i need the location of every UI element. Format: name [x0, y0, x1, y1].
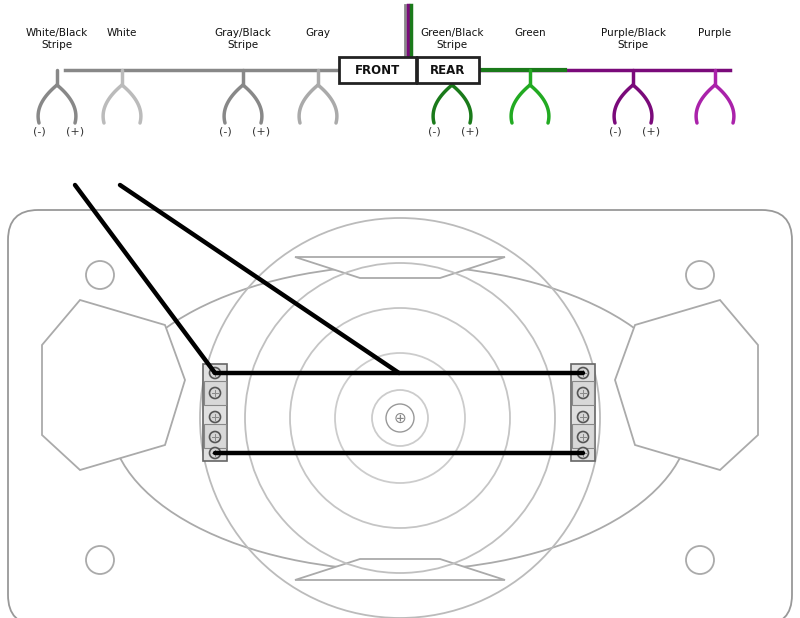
Text: Purple/Black
Stripe: Purple/Black Stripe: [601, 28, 666, 49]
Text: (+): (+): [461, 126, 479, 136]
Circle shape: [386, 404, 414, 432]
Circle shape: [578, 447, 589, 459]
Text: Green: Green: [514, 28, 546, 38]
FancyBboxPatch shape: [204, 381, 226, 405]
FancyBboxPatch shape: [572, 381, 594, 405]
FancyBboxPatch shape: [571, 364, 595, 461]
Circle shape: [578, 412, 589, 423]
FancyBboxPatch shape: [572, 424, 594, 448]
FancyBboxPatch shape: [8, 210, 792, 618]
Circle shape: [210, 368, 221, 378]
Circle shape: [578, 431, 589, 442]
Text: (-): (-): [609, 126, 622, 136]
Circle shape: [686, 546, 714, 574]
Text: ⊕: ⊕: [394, 410, 406, 426]
Text: Purple: Purple: [698, 28, 731, 38]
Polygon shape: [295, 559, 505, 580]
Text: (+): (+): [252, 126, 270, 136]
Circle shape: [578, 387, 589, 399]
Circle shape: [578, 368, 589, 378]
Text: White/Black
Stripe: White/Black Stripe: [26, 28, 88, 49]
FancyBboxPatch shape: [203, 364, 227, 461]
Text: REAR: REAR: [430, 64, 466, 77]
Text: (-): (-): [428, 126, 440, 136]
FancyBboxPatch shape: [204, 424, 226, 448]
Circle shape: [210, 387, 221, 399]
Polygon shape: [295, 257, 505, 278]
Circle shape: [210, 431, 221, 442]
Circle shape: [86, 261, 114, 289]
Text: (+): (+): [66, 126, 84, 136]
Text: FRONT: FRONT: [355, 64, 400, 77]
Text: Gray/Black
Stripe: Gray/Black Stripe: [214, 28, 271, 49]
Text: (-): (-): [218, 126, 231, 136]
Circle shape: [86, 546, 114, 574]
Circle shape: [210, 412, 221, 423]
Text: Gray: Gray: [306, 28, 330, 38]
Circle shape: [686, 261, 714, 289]
Ellipse shape: [110, 266, 690, 570]
Text: Green/Black
Stripe: Green/Black Stripe: [420, 28, 484, 49]
Polygon shape: [615, 300, 758, 470]
Text: White: White: [107, 28, 137, 38]
FancyBboxPatch shape: [339, 57, 416, 83]
Text: (-): (-): [33, 126, 46, 136]
FancyBboxPatch shape: [417, 57, 479, 83]
Circle shape: [210, 447, 221, 459]
Polygon shape: [42, 300, 185, 470]
Text: (+): (+): [642, 126, 660, 136]
